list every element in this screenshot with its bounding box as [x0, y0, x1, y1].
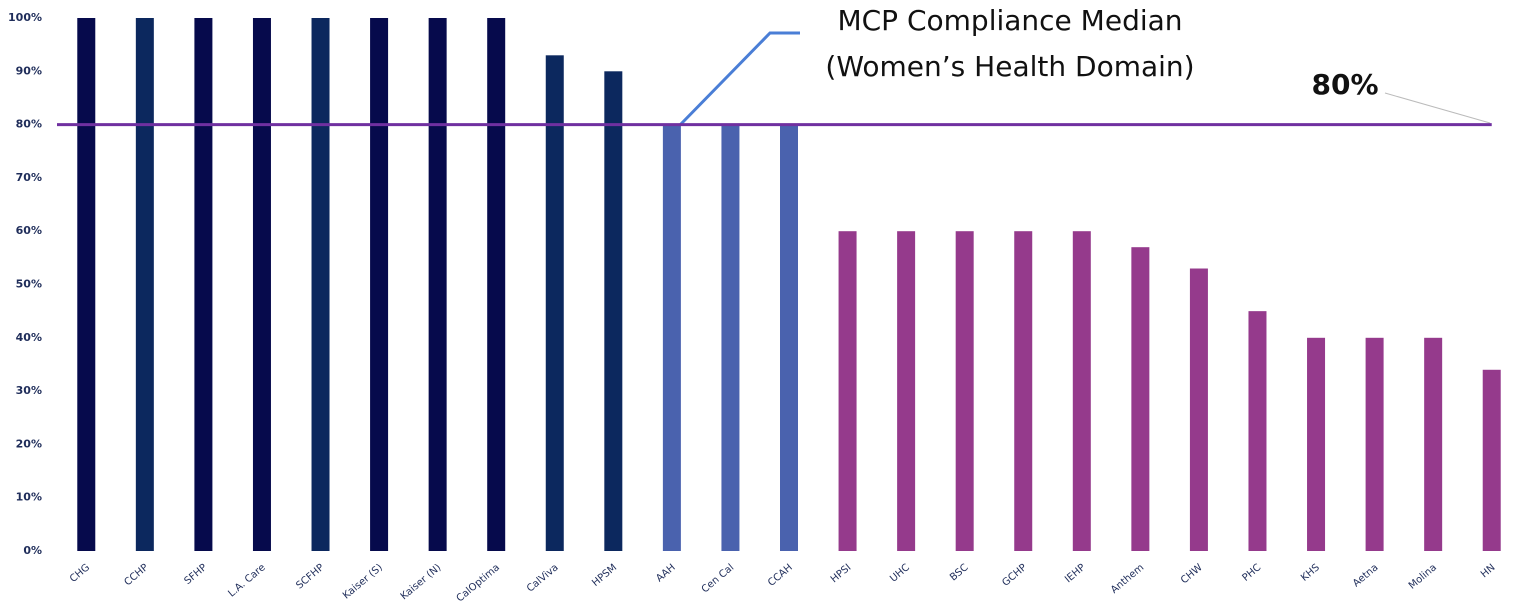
x-tick-label: Kaiser (S)	[341, 562, 385, 601]
x-tick-label: L.A. Care	[226, 562, 267, 599]
bar	[897, 231, 916, 551]
x-tick-label: UHC	[888, 562, 912, 584]
x-tick-label: HPSM	[590, 562, 619, 589]
x-tick-label: CCHP	[123, 562, 151, 588]
bar	[370, 18, 389, 551]
bar	[721, 124, 740, 551]
x-tick-label: SCFHP	[294, 562, 326, 591]
y-tick-label: 60%	[16, 224, 42, 237]
bar	[77, 18, 96, 551]
bar	[604, 71, 623, 552]
y-tick-label: 10%	[16, 491, 42, 504]
x-tick-label: CHW	[1179, 562, 1205, 586]
bar	[487, 18, 506, 551]
x-tick-label: AAH	[654, 562, 678, 584]
bar	[1014, 231, 1033, 551]
bar	[1189, 268, 1208, 551]
y-tick-label: 100%	[8, 11, 42, 24]
bar	[1424, 337, 1443, 551]
x-tick-label: Aetna	[1351, 562, 1380, 589]
x-tick-label: HN	[1479, 562, 1498, 580]
bar	[311, 18, 330, 551]
x-tick-label: Cen Cal	[700, 562, 737, 595]
y-tick-label: 80%	[16, 118, 42, 131]
label-leader	[1384, 92, 1491, 124]
y-tick-label: 0%	[23, 544, 42, 557]
bar	[194, 18, 213, 551]
y-tick-label: 30%	[16, 384, 42, 397]
bar	[780, 124, 798, 551]
annotation-line: MCP Compliance Median	[837, 4, 1182, 37]
x-tick-label: CalOptima	[455, 562, 502, 604]
x-tick-label: BSC	[948, 562, 970, 583]
x-tick-label: CCAH	[766, 562, 795, 589]
y-tick-label: 50%	[16, 278, 42, 291]
bar	[428, 18, 447, 551]
bar	[1307, 337, 1326, 551]
bar	[662, 124, 681, 551]
x-tick-label: GCHP	[1000, 562, 1029, 589]
x-tick-label: Kaiser (N)	[399, 562, 444, 602]
x-tick-label: Molina	[1407, 562, 1439, 591]
y-tick-label: 90%	[16, 64, 42, 77]
bar	[252, 18, 271, 551]
annotation-line: (Women’s Health Domain)	[825, 50, 1194, 83]
bar	[838, 231, 857, 551]
x-tick-label: CHG	[68, 562, 92, 585]
annotation-leader	[678, 31, 800, 127]
bar	[1072, 231, 1091, 551]
bar	[135, 18, 154, 551]
bar	[1482, 369, 1501, 551]
x-tick-label: SFHP	[183, 562, 210, 587]
y-tick-label: 20%	[16, 437, 42, 450]
x-tick-label: IEHP	[1063, 562, 1088, 585]
y-tick-label: 40%	[16, 331, 42, 344]
bar	[545, 55, 564, 552]
y-tick-label: 70%	[16, 171, 42, 184]
x-tick-label: KHS	[1299, 562, 1322, 584]
bar	[955, 231, 974, 551]
bar	[1248, 311, 1267, 551]
x-tick-label: CalViva	[525, 562, 561, 594]
bar	[1365, 337, 1384, 551]
x-tick-label: Anthem	[1109, 562, 1146, 596]
x-tick-label: PHC	[1241, 562, 1264, 584]
x-tick-label: HPSI	[829, 562, 854, 585]
bar	[1131, 247, 1150, 551]
median-label: 80%	[1311, 68, 1378, 101]
